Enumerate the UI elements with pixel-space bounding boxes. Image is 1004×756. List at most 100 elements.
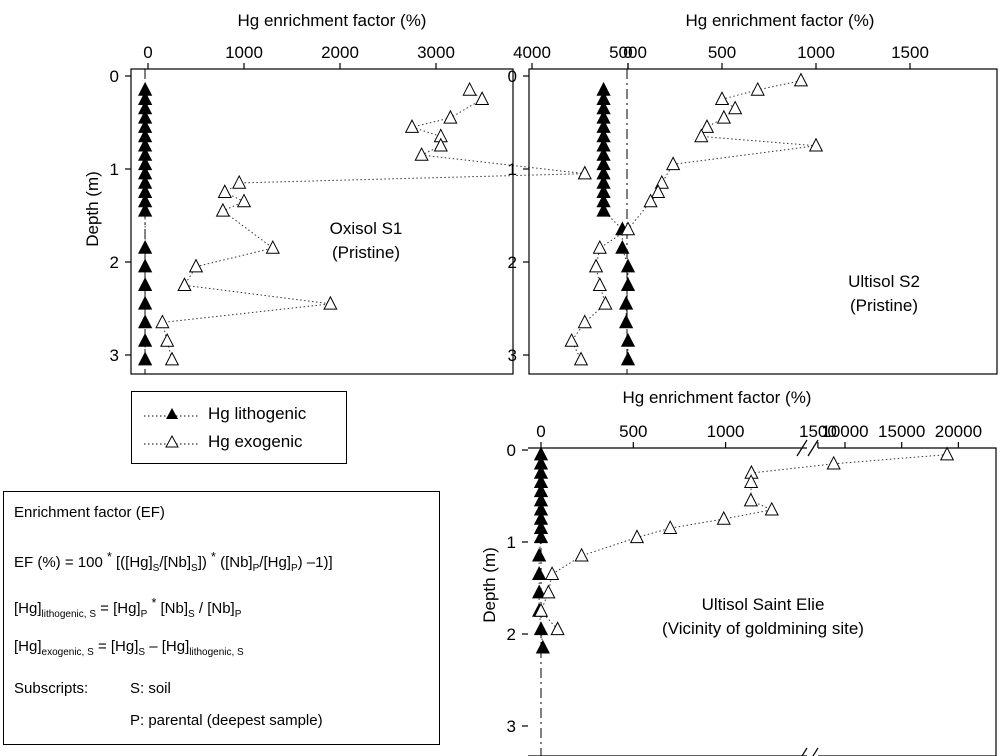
axis-break-mark bbox=[801, 747, 808, 756]
subscript-soil: S: soil bbox=[130, 680, 171, 697]
exogenic-point bbox=[629, 529, 645, 544]
lithogenic-point bbox=[619, 295, 634, 310]
plot-frame bbox=[528, 68, 998, 375]
legend-exogenic-marker-icon bbox=[144, 434, 200, 448]
legend: Hg lithogenic Hg exogenic bbox=[131, 391, 347, 464]
x-tick-label: 3000 bbox=[417, 43, 455, 62]
lithogenic-point bbox=[138, 258, 153, 273]
equation-ef: EF (%) = 100 * [([Hg]S/[Nb]S]) * ([Nb]P/… bbox=[14, 550, 333, 574]
lithogenic-point bbox=[596, 202, 611, 217]
exogenic-point bbox=[663, 520, 678, 534]
y-tick-label: 1 bbox=[508, 160, 517, 179]
x-tick-label: 0 bbox=[536, 422, 545, 441]
exogenic-point bbox=[217, 184, 232, 198]
exogenic-point bbox=[474, 91, 490, 105]
lithogenic-point bbox=[138, 314, 153, 329]
exogenic-point bbox=[564, 332, 579, 347]
p3-panel-sublabel: (Vicinity of goldmining site) bbox=[662, 619, 864, 638]
exogenic-point bbox=[462, 81, 477, 96]
y-tick-label: 3 bbox=[507, 717, 516, 736]
p2-panel-label: Ultisol S2 bbox=[848, 272, 920, 291]
y-tick-label: 1 bbox=[507, 533, 516, 552]
exogenic-point bbox=[533, 602, 549, 617]
lithogenic-point bbox=[615, 239, 630, 254]
axis-break-mark bbox=[796, 439, 808, 457]
p1-panel-sublabel: (Pristine) bbox=[332, 243, 400, 262]
lithogenic-point bbox=[620, 277, 636, 291]
exogenic-point bbox=[577, 165, 592, 180]
p1-ylabel: Depth (m) bbox=[83, 171, 102, 247]
p3-ylabel: Depth (m) bbox=[480, 547, 499, 623]
lithogenic-point bbox=[532, 584, 547, 599]
exogenic-point bbox=[743, 474, 759, 488]
x-tick-label: 500 bbox=[708, 43, 736, 62]
exogenic-point bbox=[750, 81, 765, 96]
exogenic-point bbox=[592, 277, 607, 291]
legend-lithogenic-label: Hg lithogenic bbox=[208, 404, 307, 423]
x-tick-label: 1000 bbox=[225, 43, 263, 62]
exogenic-point bbox=[550, 621, 565, 636]
lithogenic-point bbox=[533, 529, 549, 544]
y-tick-label: 0 bbox=[110, 67, 119, 86]
p1-panel-label: Oxisol S1 bbox=[330, 219, 403, 238]
lithogenic-point bbox=[619, 314, 634, 329]
y-tick-label: 1 bbox=[110, 160, 119, 179]
exogenic-point bbox=[694, 128, 709, 143]
plot-frame bbox=[130, 68, 514, 375]
exogenic-point bbox=[743, 492, 758, 507]
y-tick-label: 2 bbox=[110, 253, 119, 272]
exogenic-point bbox=[577, 314, 592, 329]
exogenic-point bbox=[544, 566, 560, 580]
x-tick-label: 1500 bbox=[891, 43, 929, 62]
x-tick-label: 1500 bbox=[799, 422, 837, 441]
exogenic-point bbox=[164, 351, 180, 366]
x-tick-label: 15000 bbox=[878, 422, 925, 441]
exogenic-point bbox=[414, 146, 429, 161]
x-tick-label: 0 bbox=[143, 43, 152, 62]
exogenic-point bbox=[232, 174, 247, 189]
exogenic-point bbox=[592, 239, 607, 254]
p1-xlabel: Hg enrichment factor (%) bbox=[238, 11, 427, 30]
y-tick-label: 2 bbox=[507, 625, 516, 644]
equation-box: Enrichment factor (EF) EF (%) = 100 * [(… bbox=[3, 491, 440, 745]
exogenic-point bbox=[236, 193, 252, 208]
exogenic-point bbox=[323, 295, 338, 310]
subscript-parental: P: parental (deepest sample) bbox=[130, 712, 323, 729]
axis-break-mark bbox=[812, 747, 819, 756]
exogenic-point bbox=[573, 351, 589, 366]
x-tick-label: 2000 bbox=[321, 43, 359, 62]
exogenic-point bbox=[826, 455, 841, 470]
exogenic-point bbox=[793, 72, 809, 87]
exogenic-point bbox=[404, 119, 420, 133]
exogenic-point bbox=[188, 258, 204, 273]
p2-panel-sublabel: (Pristine) bbox=[850, 296, 918, 315]
lithogenic-point bbox=[138, 351, 153, 366]
lithogenic-point bbox=[138, 202, 153, 217]
exogenic-point bbox=[265, 239, 280, 254]
x-tick-label: 0 bbox=[623, 43, 632, 62]
x-tick-label: 1000 bbox=[797, 43, 835, 62]
exogenic-point bbox=[433, 137, 448, 152]
x-tick-label: 1000 bbox=[707, 422, 745, 441]
exogenic-point bbox=[716, 510, 731, 525]
exogenic-point bbox=[443, 109, 458, 124]
exogenic-point bbox=[654, 174, 669, 189]
exogenic-point bbox=[155, 314, 170, 329]
exogenic-point bbox=[666, 156, 681, 171]
exogenic-point bbox=[541, 584, 556, 599]
exogenic-point bbox=[714, 91, 730, 105]
exogenic-point bbox=[764, 501, 779, 516]
x-tick-label: 10000 bbox=[821, 422, 868, 441]
equation-title: Enrichment factor (EF) bbox=[14, 504, 165, 521]
p3-xlabel: Hg enrichment factor (%) bbox=[623, 388, 812, 407]
x-tick-label: 20000 bbox=[935, 422, 982, 441]
lithogenic-point bbox=[138, 277, 153, 291]
subscripts-label: Subscripts: bbox=[14, 680, 89, 697]
equation-lithogenic: [Hg]lithogenic, S = [Hg]P * [Nb]S / [Nb]… bbox=[14, 596, 242, 620]
legend-lithogenic-marker-icon bbox=[144, 408, 200, 419]
lithogenic-point bbox=[535, 639, 550, 654]
lithogenic-point bbox=[138, 295, 153, 310]
y-tick-label: 0 bbox=[507, 441, 516, 460]
exogenic-point bbox=[699, 119, 715, 133]
